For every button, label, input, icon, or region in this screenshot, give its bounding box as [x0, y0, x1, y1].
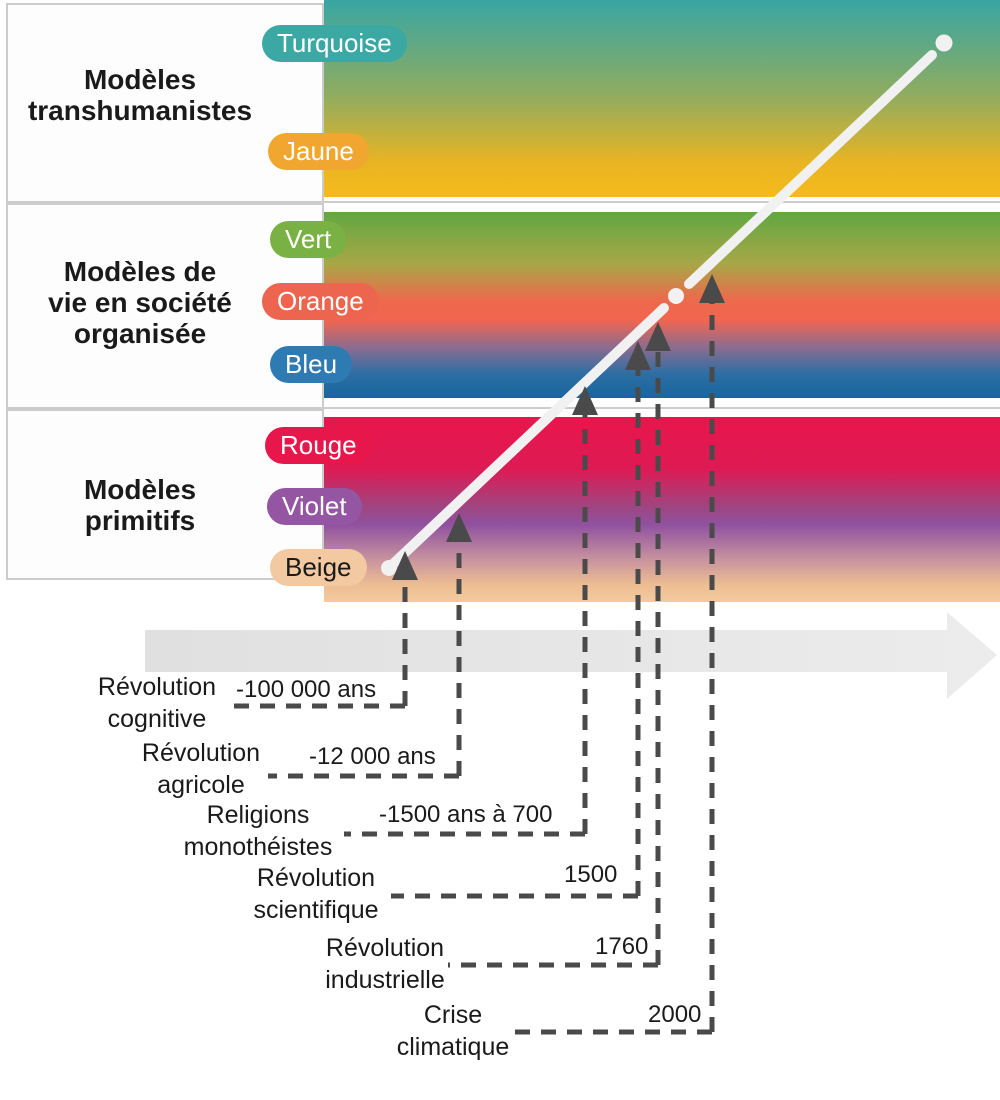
group-box-transhumanist — [6, 3, 324, 203]
event-label-religions: Religions monothéistes — [183, 801, 333, 861]
arrowhead-icon — [625, 341, 651, 370]
event-arrow-cognitive — [233, 551, 418, 709]
arrowhead-icon — [645, 322, 671, 351]
trend-dot-start — [381, 560, 397, 576]
arrowhead-icon — [392, 551, 418, 580]
event-label-agricole: Révolution agricole — [141, 739, 261, 799]
level-pill-vert: Vert — [270, 221, 347, 258]
trend-dot-mid — [668, 288, 684, 304]
divider-line-bottom — [6, 407, 1000, 409]
event-date-cognitive: -100 000 ans — [236, 676, 377, 703]
event-label-scientifique: Révolution scientifique — [253, 864, 379, 924]
event-arrow-scientifique — [391, 341, 651, 899]
time-axis-arrow-icon — [145, 612, 997, 699]
event-date-industrielle: 1760 — [595, 933, 649, 960]
group-label-transhumanist: Modèles transhumanistes — [27, 64, 253, 126]
trend-line — [381, 34, 953, 576]
level-pill-orange: Orange — [262, 283, 379, 320]
event-arrow-agricole — [268, 513, 472, 779]
level-pill-rouge: Rouge — [265, 427, 372, 464]
arrowhead-icon — [446, 513, 472, 542]
group-label-society: Modèles de vie en société organisée — [48, 256, 232, 349]
level-pill-violet: Violet — [267, 488, 362, 525]
event-label-cognitive: Révolution cognitive — [97, 673, 217, 733]
event-arrow-industrielle — [448, 322, 671, 968]
event-date-agricole: -12 000 ans — [309, 743, 436, 770]
event-date-scientifique: 1500 — [564, 861, 618, 888]
event-date-climatique: 2000 — [648, 1001, 702, 1028]
level-pill-bleu: Bleu — [270, 346, 353, 383]
level-pill-turquoise: Turquoise — [262, 25, 407, 62]
band-primitive — [324, 417, 1000, 602]
trend-dot-end — [935, 34, 953, 52]
event-label-climatique: Crise climatique — [396, 1001, 510, 1061]
event-date-religions: -1500 ans à 700 — [379, 801, 553, 828]
arrowhead-icon — [572, 386, 598, 415]
event-arrow-climatique — [514, 274, 725, 1035]
level-pill-beige: Beige — [270, 549, 367, 586]
event-arrow-religions — [344, 386, 598, 837]
divider-line-top — [6, 201, 1000, 203]
arrowhead-icon — [699, 274, 725, 303]
event-label-industrielle: Révolution industrielle — [325, 934, 445, 994]
level-pill-jaune: Jaune — [268, 133, 369, 170]
group-label-primitive: Modèles primitifs — [83, 474, 197, 536]
